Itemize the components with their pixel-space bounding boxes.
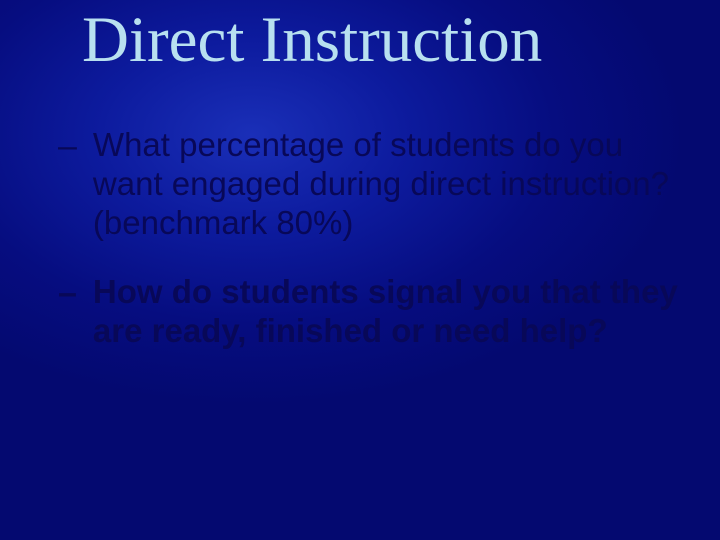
slide: Direct Instruction – What percentage of … [0, 0, 720, 540]
bullet-list: – What percentage of students do you wan… [58, 126, 684, 381]
bullet-text: What percentage of students do you want … [93, 126, 684, 243]
bullet-item: – How do students signal you that they a… [58, 273, 684, 351]
slide-title: Direct Instruction [82, 6, 542, 74]
bullet-dash: – [58, 273, 77, 313]
bullet-item: – What percentage of students do you wan… [58, 126, 684, 243]
bullet-text: How do students signal you that they are… [93, 273, 684, 351]
bullet-dash: – [58, 126, 77, 166]
